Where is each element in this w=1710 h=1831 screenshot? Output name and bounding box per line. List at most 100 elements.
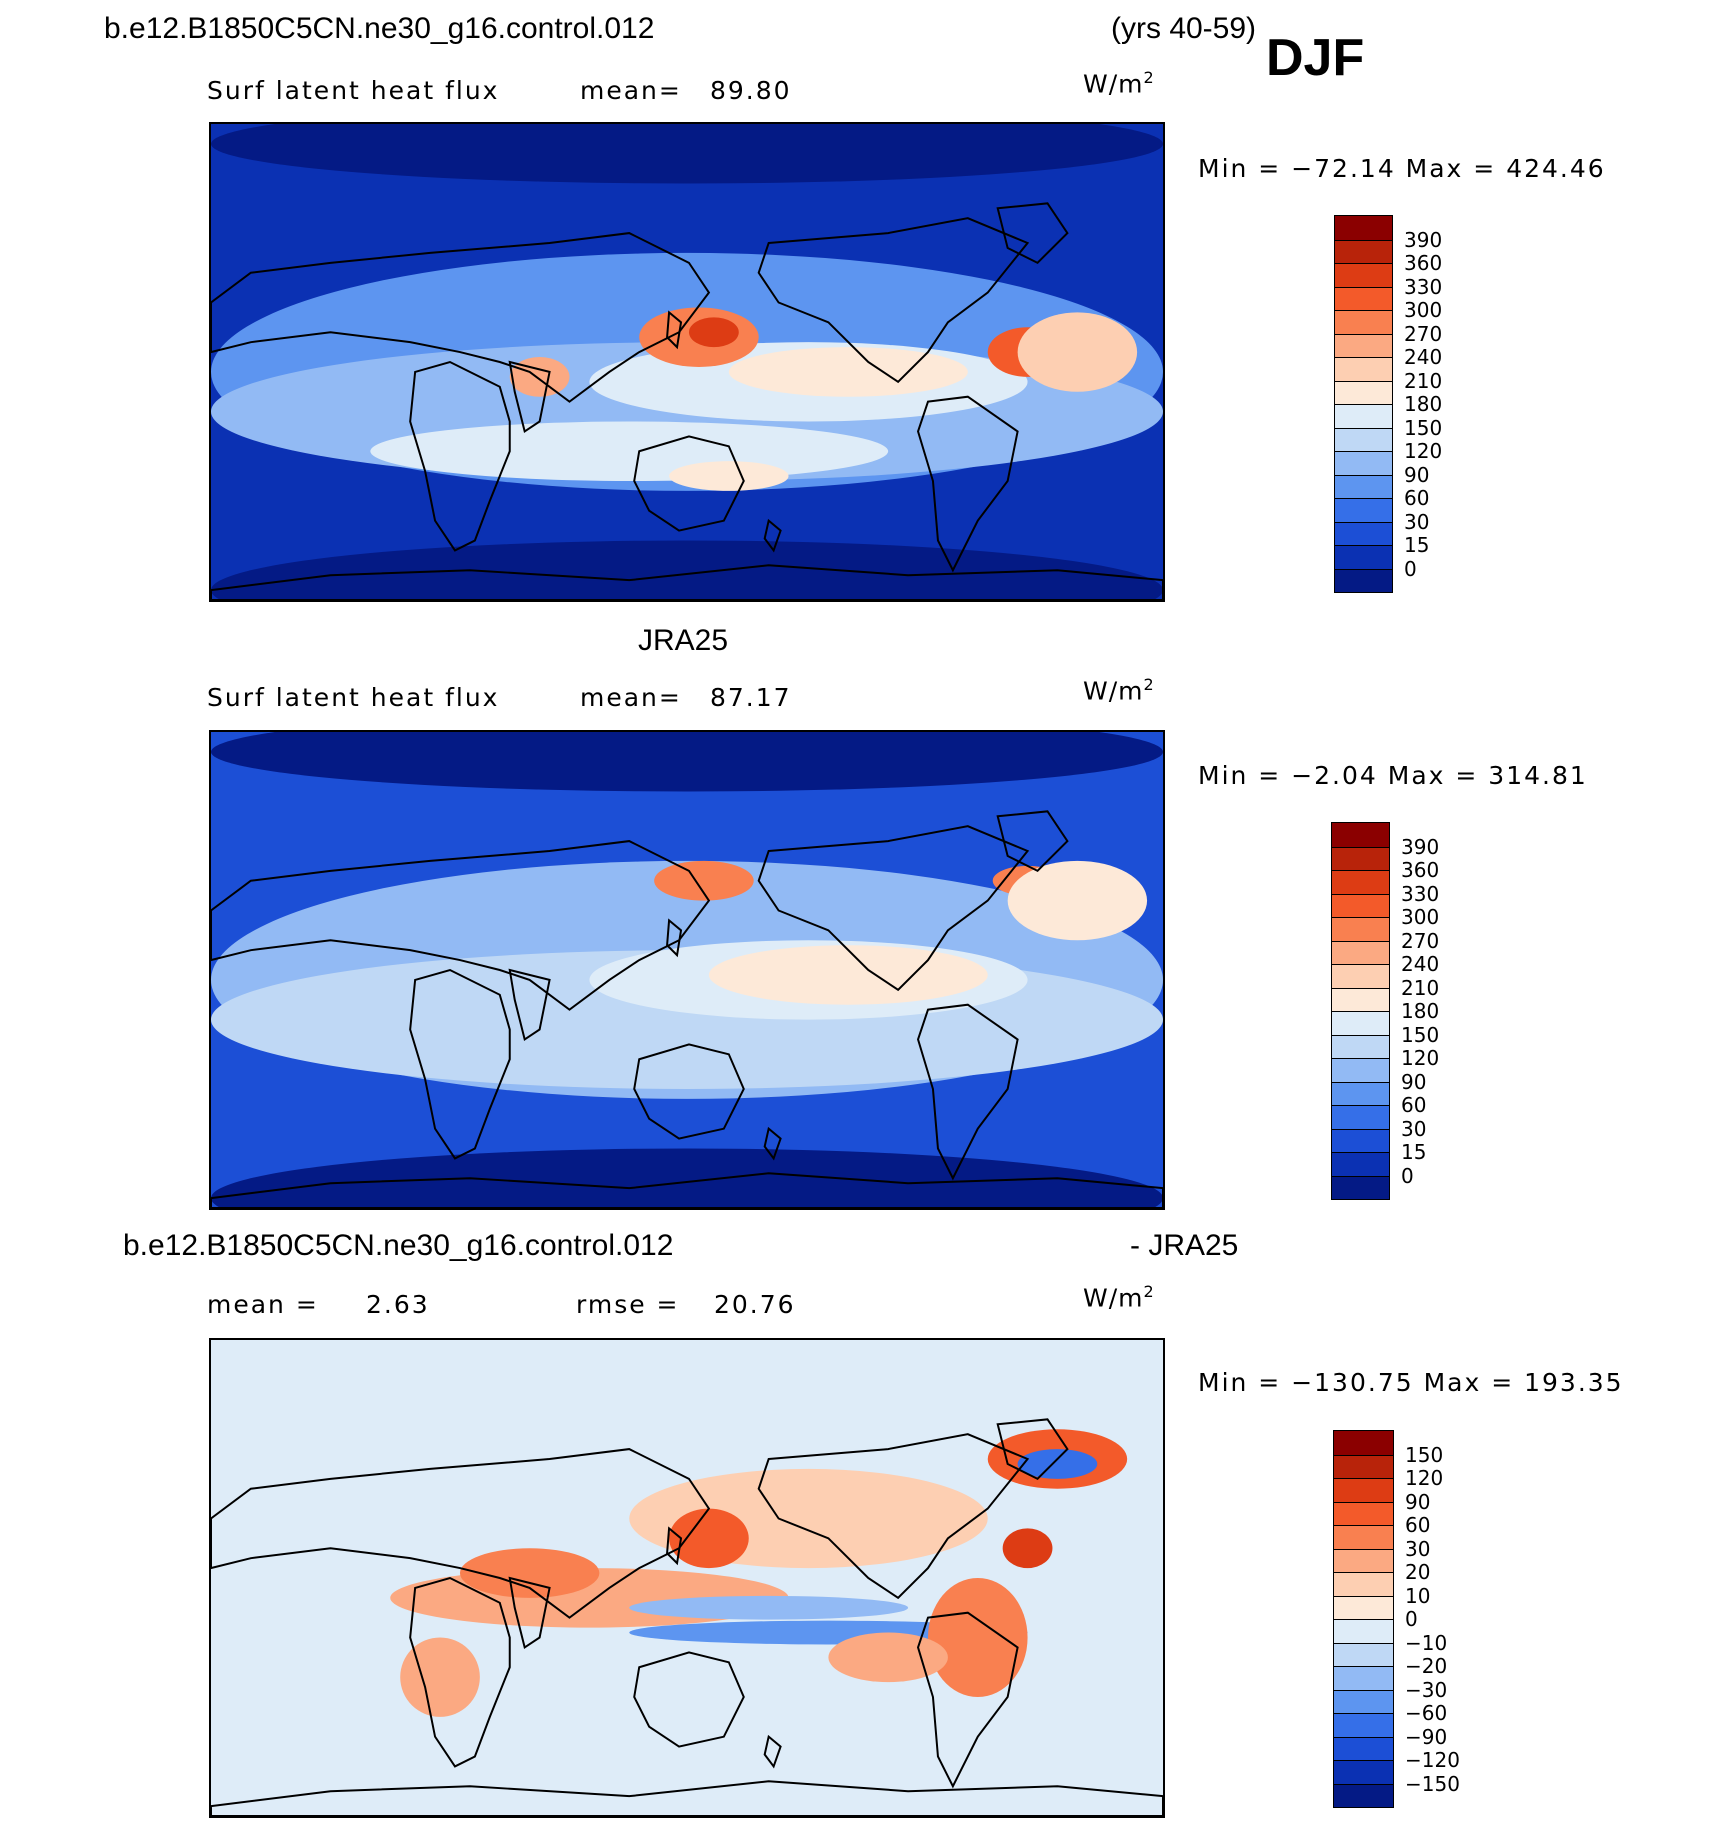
colorbar-tick-label: 270 <box>1401 928 1440 953</box>
colorbar-segment <box>1332 846 1389 870</box>
panel2-mean-label: mean= <box>580 683 682 712</box>
colorbar-segment <box>1334 1642 1393 1666</box>
panel2-map <box>209 730 1165 1210</box>
colorbar-tick-label: 60 <box>1404 486 1430 510</box>
panel3-mean-value: 2.63 <box>366 1290 430 1319</box>
panel3-units: W/m2 <box>1083 1282 1155 1313</box>
colorbar-tick-label: 15 <box>1404 533 1430 557</box>
colorbar-segment <box>1332 987 1389 1011</box>
map-field <box>211 1340 1163 1816</box>
panel2-variable: Surf latent heat flux <box>207 683 500 712</box>
field-cool <box>629 1620 1028 1645</box>
field-warm <box>509 357 570 397</box>
colorbar-segment <box>1335 427 1392 451</box>
colorbar-segment <box>1335 521 1392 545</box>
coastline <box>633 435 745 532</box>
colorbar-tick-label: 20 <box>1405 1560 1431 1584</box>
field-hot <box>927 1578 1028 1697</box>
colorbar-tick-label: 390 <box>1401 834 1440 859</box>
colorbar-segment <box>1332 1034 1389 1058</box>
colorbar-segment <box>1332 964 1389 988</box>
colorbar-segment <box>1335 333 1392 357</box>
colorbar-tick-label: 90 <box>1401 1069 1427 1094</box>
colorbar-segment <box>1335 310 1392 334</box>
coastline <box>409 968 511 1160</box>
panel3-rmse-value: 20.76 <box>714 1290 796 1319</box>
coastline <box>508 1576 551 1650</box>
colorbar-tick-label: 270 <box>1404 321 1443 346</box>
colorbar-segment <box>1334 1595 1393 1619</box>
map-field <box>211 732 1163 1208</box>
colorbar-tick-label: 120 <box>1405 1466 1444 1490</box>
colorbar-tick-label: −10 <box>1405 1630 1448 1655</box>
colorbar-tick-label: 90 <box>1405 1489 1431 1514</box>
panel3-map <box>209 1338 1165 1818</box>
colorbar-tick-label: 210 <box>1404 368 1443 393</box>
panel3-colorbar: 150 120 90 60 30 20 10 0 −10 −20 −30 −60 −90 −120 −150 <box>1333 1430 1460 1808</box>
colorbar-tick-label: −30 <box>1405 1677 1448 1702</box>
coastline <box>211 564 1163 600</box>
colorbar-tick-label: 210 <box>1401 975 1440 1000</box>
polar-band-north <box>211 732 1163 792</box>
colorbar-tick-label: 30 <box>1401 1116 1427 1141</box>
panel3-rmse-label: rmse = <box>576 1290 680 1319</box>
coastline <box>916 1611 1019 1789</box>
colorbar-segment <box>1332 1011 1389 1035</box>
colorbar-tick-label: 390 <box>1404 227 1443 252</box>
colorbar-segment <box>1335 380 1392 404</box>
panel1-variable: Surf latent heat flux <box>207 76 500 105</box>
colorbar-tick-label: 240 <box>1404 345 1443 369</box>
colorbar-tick-label: 15 <box>1401 1140 1427 1164</box>
coastline <box>633 1651 745 1748</box>
panel1-minmax: Min = −72.14 Max = 424.46 <box>1198 154 1606 183</box>
coastline <box>211 1780 1163 1816</box>
colorbar-tick-label: −90 <box>1405 1724 1448 1749</box>
coastline <box>666 1526 683 1566</box>
colorbar-segment <box>1335 451 1392 475</box>
colorbar-segment <box>1335 404 1392 428</box>
colorbar-segment <box>1335 357 1392 381</box>
panel1-colorbar: 390 360 330 300 270 240 210 180 150 120 90 60 30 15 0 <box>1334 215 1442 593</box>
colorbar-tick-label: 300 <box>1404 298 1443 322</box>
colorbar-tick-label: 60 <box>1401 1093 1427 1117</box>
colorbar-segment <box>1334 1783 1393 1807</box>
coastline <box>996 810 1069 873</box>
colorbar-tick-label: 150 <box>1405 1442 1444 1467</box>
field-warm <box>1017 312 1138 392</box>
field-warm <box>1007 860 1148 941</box>
panel1-mean-value: 89.80 <box>710 76 792 105</box>
colorbar-tick-label: 300 <box>1401 905 1440 929</box>
colorbar-segment <box>1334 1454 1393 1478</box>
coastline <box>409 360 511 552</box>
field-hot <box>1002 1528 1053 1569</box>
panel1-units: W/m2 <box>1083 68 1155 99</box>
colorbar-tick-label: 330 <box>1404 274 1443 299</box>
field-hot <box>669 1508 749 1569</box>
colorbar-segment <box>1332 1105 1389 1129</box>
coastline <box>916 1003 1019 1181</box>
colorbar-tick-label: 60 <box>1405 1513 1431 1537</box>
colorbar-segment <box>1335 498 1392 522</box>
colorbar-segment <box>1334 1736 1393 1760</box>
colorbar-segment <box>1335 263 1392 287</box>
coastline <box>916 395 1019 573</box>
coastline <box>211 1172 1163 1208</box>
colorbar-tick-label: −20 <box>1405 1654 1448 1678</box>
colorbar-tick-label: −120 <box>1405 1748 1460 1772</box>
polar-band-south <box>211 1148 1163 1208</box>
colorbar-segment <box>1335 568 1392 592</box>
coastline <box>508 360 551 434</box>
colorbar-segment <box>1332 1058 1389 1082</box>
coastline <box>763 518 782 553</box>
field-warm <box>708 945 988 1005</box>
coastline <box>996 202 1069 265</box>
colorbar-tick-label: 360 <box>1401 858 1440 882</box>
colorbar-segment <box>1332 1152 1389 1176</box>
panel1-map <box>209 122 1165 602</box>
colorbar-segment <box>1335 286 1392 310</box>
field-cool <box>629 1595 909 1620</box>
panel3-minmax: Min = −130.75 Max = 193.35 <box>1198 1368 1624 1397</box>
colorbar-tick-label: 330 <box>1401 881 1440 906</box>
colorbar-segment <box>1332 940 1389 964</box>
case-title: b.e12.B1850C5CN.ne30_g16.control.012 <box>104 12 655 45</box>
